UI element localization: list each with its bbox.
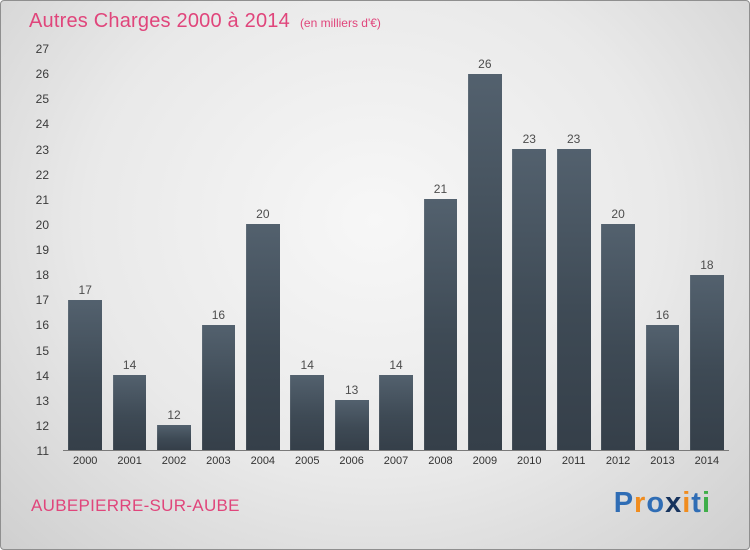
bar[interactable]: [512, 149, 547, 450]
x-tick-label: 2007: [383, 455, 409, 467]
bar-value-label: 20: [256, 207, 270, 222]
bar-value-label: 23: [522, 132, 536, 147]
bar[interactable]: [690, 274, 724, 450]
x-tick-label: 2003: [206, 455, 231, 467]
bar[interactable]: [334, 399, 369, 450]
y-tick-label: 25: [35, 92, 49, 107]
bar-value-label: 21: [433, 182, 448, 197]
logo-letter: r: [634, 487, 647, 519]
bar-slot: 13: [329, 49, 373, 450]
y-tick-label: 14: [35, 368, 49, 383]
x-tick-label: 2008: [428, 455, 453, 467]
bar-value-label: 14: [389, 357, 403, 372]
y-tick-label: 21: [35, 192, 49, 207]
y-tick-label: 11: [36, 444, 49, 458]
y-tick-label: 26: [35, 67, 49, 82]
footer-location-label: AUBEPIERRE-SUR-AUBE: [31, 496, 240, 515]
y-tick-label: 19: [35, 243, 49, 257]
bar-value-label: 18: [700, 257, 714, 272]
bar-slot: 26: [463, 49, 507, 450]
bar-slot: 12: [152, 49, 196, 450]
y-tick-label: 15: [35, 343, 49, 358]
bar-value-label: 12: [167, 407, 181, 422]
x-tick-label: 2005: [294, 455, 320, 467]
chart-subtitle: (en milliers d'€): [299, 16, 381, 30]
bar-slot: 14: [285, 49, 329, 450]
title-row: Autres Charges 2000 à 2014 (en milliers …: [29, 10, 381, 33]
y-tick-label: 12: [35, 418, 49, 433]
bar-slot: 16: [196, 49, 240, 450]
y-tick-label: 23: [35, 142, 49, 157]
plot-area: 17 14 12 16 20 14 13 14 21 26 23 23 20 16 18: [63, 49, 729, 451]
x-tick-label: 2013: [650, 455, 675, 467]
logo-letter: o: [646, 487, 666, 519]
logo-letter: i: [682, 487, 692, 519]
bar-value-label: 16: [655, 307, 670, 322]
bar[interactable]: [556, 149, 591, 450]
y-tick-label: 13: [35, 393, 49, 408]
bar[interactable]: [245, 224, 280, 450]
bar[interactable]: [290, 374, 325, 450]
bar[interactable]: [423, 199, 458, 450]
bar-value-label: 23: [566, 132, 581, 147]
bar-slot: 20: [596, 49, 640, 450]
bar-value-label: 14: [300, 357, 314, 372]
y-axis: 27 26 25 24 23 22 21 20 19 18 17 16 15 14 13 12 11: [1, 42, 57, 458]
x-tick-label: 2000: [72, 455, 98, 467]
bar-value-label: 20: [611, 207, 625, 222]
x-tick-label: 2001: [117, 455, 142, 467]
proxiti-logo[interactable]: Proxiti: [614, 487, 711, 520]
y-tick-label: 18: [35, 268, 49, 283]
bar-value-label: 14: [122, 357, 137, 372]
bar[interactable]: [467, 74, 502, 450]
y-tick-label: 24: [35, 117, 49, 132]
bar[interactable]: [379, 374, 413, 450]
y-tick-label: 22: [35, 167, 49, 182]
bars: 17 14 12 16 20 14 13 14 21 26 23 23 20 16 18: [63, 49, 729, 450]
y-tick-label: 16: [35, 318, 49, 333]
bar-value-label: 13: [344, 382, 359, 397]
x-tick-label: 2011: [561, 455, 586, 467]
bar-slot: 16: [640, 49, 684, 450]
y-tick-label: 17: [35, 293, 49, 308]
bar-slot: 21: [418, 49, 462, 450]
bar-value-label: 17: [78, 282, 92, 297]
bar[interactable]: [201, 324, 236, 450]
bar-slot: 23: [551, 49, 595, 450]
x-axis: 2000 2001 2002 2003 2004 2005 2006 2007 2008 2009…: [63, 455, 729, 467]
bar-slot: 23: [507, 49, 551, 450]
bar-value-label: 26: [478, 57, 492, 72]
logo-letter: x: [665, 487, 683, 519]
x-tick-label: 2014: [694, 455, 720, 467]
bar[interactable]: [645, 324, 680, 450]
x-tick-label: 2009: [472, 455, 498, 467]
bar[interactable]: [68, 299, 103, 450]
logo-letter: i: [701, 487, 711, 519]
x-tick-label: 2004: [250, 455, 276, 467]
y-tick-label: 20: [35, 217, 49, 232]
bar[interactable]: [112, 374, 147, 450]
x-tick-label: 2012: [605, 455, 631, 467]
x-tick-label: 2006: [339, 455, 364, 467]
bar[interactable]: [601, 224, 635, 450]
x-tick-label: 2002: [161, 455, 187, 467]
bar-slot: 14: [107, 49, 151, 450]
bar[interactable]: [157, 424, 191, 450]
bar-value-label: 16: [211, 307, 226, 322]
logo-letter: t: [691, 487, 702, 519]
logo-letter: P: [613, 487, 635, 519]
y-tick-label: 27: [35, 42, 49, 56]
x-tick-label: 2010: [517, 455, 542, 467]
bar-slot: 20: [241, 49, 285, 450]
bar-slot: 14: [374, 49, 418, 450]
bar-slot: 17: [63, 49, 107, 450]
bar-slot: 18: [685, 49, 729, 450]
chart-title: Autres Charges 2000 à 2014: [29, 10, 290, 32]
